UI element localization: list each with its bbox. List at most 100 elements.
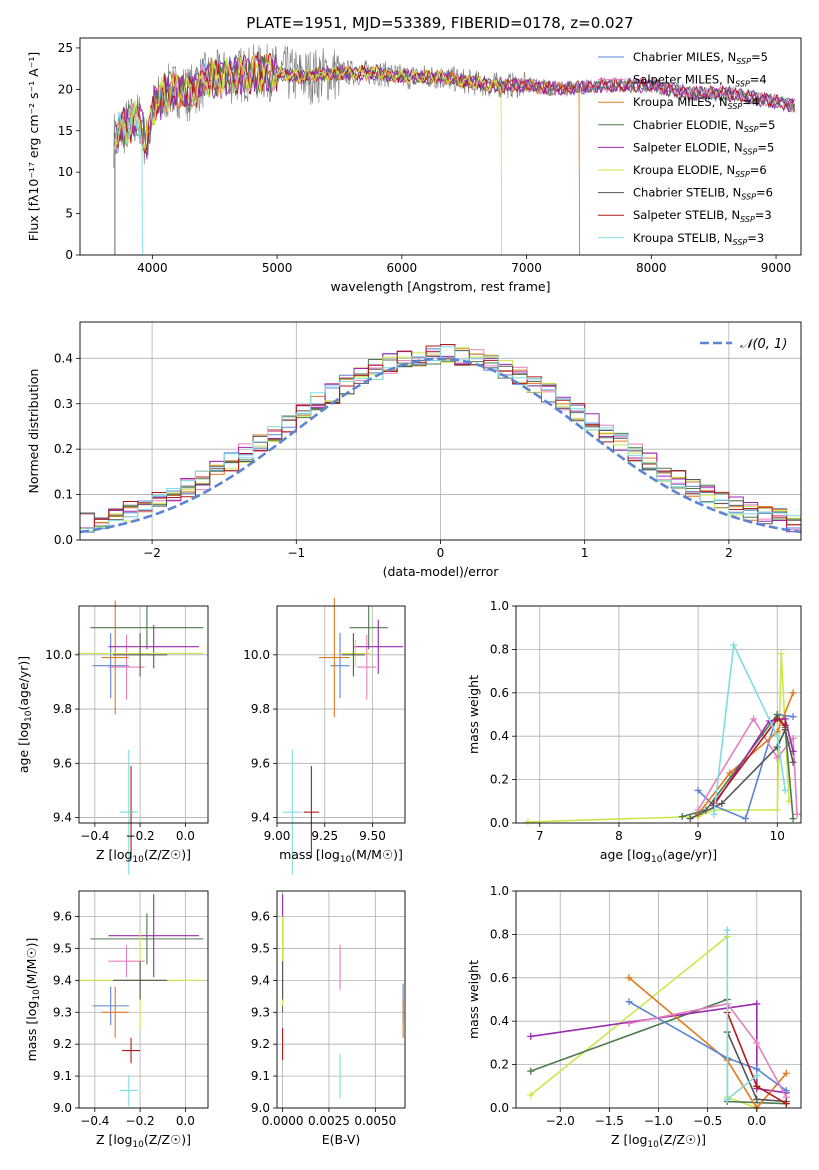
residuals-frame <box>79 321 802 541</box>
weight_vs_age-frame <box>515 605 802 824</box>
y-tick-label: 9.0 <box>251 1101 270 1115</box>
y-tick-label: 10 <box>58 165 73 179</box>
series-line-chabrier_elodie <box>682 713 794 819</box>
series-line-kroupa_miles <box>628 977 787 1110</box>
x-tick-label: 1 <box>581 546 589 560</box>
y-tick-label: 0.4 <box>490 1014 509 1028</box>
y-tick-label: 9.4 <box>251 973 270 987</box>
series-marker-chabrier_elodie <box>789 815 797 823</box>
legend-entry: Chabrier MILES, NSSP=5 <box>633 50 768 66</box>
series-marker-salpeter_miles <box>793 810 801 818</box>
label-fragment: 10 <box>647 1140 659 1150</box>
legend-subscript: SSP <box>733 238 748 247</box>
x-tick-label: 8000 <box>636 261 667 275</box>
legend-suffix: =3 <box>755 208 772 222</box>
spectrum-legend: Chabrier MILES, NSSP=5 Salpeter MILES, NS… <box>598 50 775 247</box>
x-tick-label: −2.0 <box>546 1114 575 1128</box>
x-tick-label: 9.25 <box>311 829 338 843</box>
y-tick-label: 9.1 <box>53 1069 72 1083</box>
mass_vs_z-frame <box>78 890 209 1109</box>
legend-suffix: =3 <box>747 231 764 245</box>
legend-entry: Kroupa STELIB, NSSP=3 <box>633 231 764 247</box>
label-fragment: (Z/Z☉)] <box>144 1132 191 1147</box>
x-tick-label: 0.0 <box>176 1114 195 1128</box>
y-tick-label: 1.0 <box>490 599 509 613</box>
legend-suffix: =5 <box>757 140 774 154</box>
label-fragment: age [ <box>16 741 31 773</box>
label-fragment: (data-model)/error <box>383 564 500 579</box>
legend-entry: Kroupa MILES, NSSP=4 <box>633 95 759 111</box>
series-marker-salpeter_miles <box>773 754 781 762</box>
mass_vs_ebv-xlabel: E(B-V) <box>322 1132 361 1147</box>
y-tick-label: 0.4 <box>490 729 509 743</box>
x-tick-label: 0 <box>437 546 445 560</box>
x-tick-label: 0.0 <box>176 829 195 843</box>
series-marker-salpeter_stelib <box>753 1082 761 1090</box>
spectrum-xlabel: wavelength [Angstrom, rest frame] <box>330 279 550 294</box>
series-marker-kroupa_miles <box>625 974 633 982</box>
weight_vs_age-marks <box>524 641 801 826</box>
x-tick-label: 9.50 <box>359 829 386 843</box>
series-marker-kroupa_stelib <box>781 786 789 794</box>
mass_vs_ebv-marks <box>282 894 404 1099</box>
series-marker-kroupa_elodie <box>777 650 785 658</box>
label-fragment: log <box>16 722 31 741</box>
mass_vs_z-xlabel: Z [log10(Z/Z☉)] <box>96 1132 191 1150</box>
label-fragment: (age/yr)] <box>662 847 717 862</box>
spectrum-marks: Chabrier MILES, NSSP=5 Salpeter MILES, NS… <box>113 44 796 255</box>
weight_vs_z-xlabel: Z [log10(Z/Z☉)] <box>611 1132 706 1150</box>
histogram-step-salpeter_stelib <box>80 344 801 529</box>
label-fragment: (M/M☉)] <box>24 938 39 990</box>
age_vs_z-frame <box>78 605 209 824</box>
series-marker-chabrier_elodie <box>527 1067 535 1075</box>
label-fragment: log <box>321 847 340 862</box>
legend-name: Salpeter STELIB, N <box>633 208 740 222</box>
label-fragment: mass weight <box>466 960 481 1039</box>
series-line-kroupa_elodie <box>530 934 758 1109</box>
series-line-kroupa_miles <box>697 692 794 815</box>
y-tick-label: 9.6 <box>53 756 72 770</box>
y-tick-label: 9.6 <box>251 910 270 924</box>
legend-entry: Salpeter ELODIE, NSSP=5 <box>633 140 774 156</box>
age_vs_mass-xlabel: mass [log10(M/M☉)] <box>279 847 403 865</box>
legend-name: Kroupa ELODIE, N <box>633 163 735 177</box>
figure-title: PLATE=1951, MJD=53389, FIBERID=0178, z=0… <box>246 14 633 32</box>
series-line-salpeter_miles <box>628 1002 788 1098</box>
x-tick-label: −0.5 <box>693 1114 722 1128</box>
residuals-ylabel: Normed distribution <box>26 369 41 494</box>
legend-subscript: SSP <box>741 193 756 202</box>
legend-subscript: SSP <box>735 80 750 89</box>
series-line-kroupa_elodie <box>527 653 790 823</box>
label-fragment: Z [ <box>96 847 113 862</box>
legend-entry: Salpeter MILES, NSSP=4 <box>633 73 767 89</box>
legend-name: Kroupa MILES, N <box>633 95 728 109</box>
x-tick-label: 0.0025 <box>308 1114 350 1128</box>
label-fragment: 10 <box>340 855 352 865</box>
x-tick-label: 10 <box>770 829 785 843</box>
legend-suffix: =6 <box>756 186 773 200</box>
y-tick-label: 9.2 <box>251 1037 270 1051</box>
series-marker-salpeter_elodie <box>781 715 789 723</box>
legend-suffix: =4 <box>750 73 767 87</box>
legend-entry: Salpeter STELIB, NSSP=3 <box>633 208 772 224</box>
y-tick-label: 0.0 <box>54 533 73 547</box>
x-tick-label: 8 <box>615 829 623 843</box>
series-marker-kroupa_elodie <box>524 818 532 826</box>
weight_vs_z-panel: −2.0 −1.5 −1.0 −0.5 0.0 0.0 0.2 0.4 0.6 0.8 1.0 Z [… <box>466 884 802 1150</box>
residuals-panel: 𝒩(0, 1) −2 −1 0 1 2 0.0 0.1 0.2 0.3 0.4 (data-model… <box>26 321 802 579</box>
weight_vs_z-ylabel: mass weight <box>466 960 481 1039</box>
series-marker-kroupa_elodie <box>527 1091 535 1099</box>
spectrum-ylabel: Flux [fλ10⁻¹⁷ erg cm⁻² s⁻¹ A⁻¹] <box>26 52 41 241</box>
series-marker-kroupa_miles <box>726 769 734 777</box>
series-line-kroupa_stelib <box>713 642 786 815</box>
y-tick-label: 0.8 <box>490 642 509 656</box>
x-tick-label: 9000 <box>761 261 792 275</box>
series-marker-chabrier_stelib <box>718 799 726 807</box>
age_vs_z-ylabel: age [log10(age/yr)] <box>16 656 34 773</box>
legend-subscript: SSP <box>735 170 750 179</box>
y-tick-label: 9.2 <box>53 1037 72 1051</box>
label-fragment: E(B-V) <box>322 1132 361 1147</box>
y-tick-label: 9.1 <box>251 1069 270 1083</box>
